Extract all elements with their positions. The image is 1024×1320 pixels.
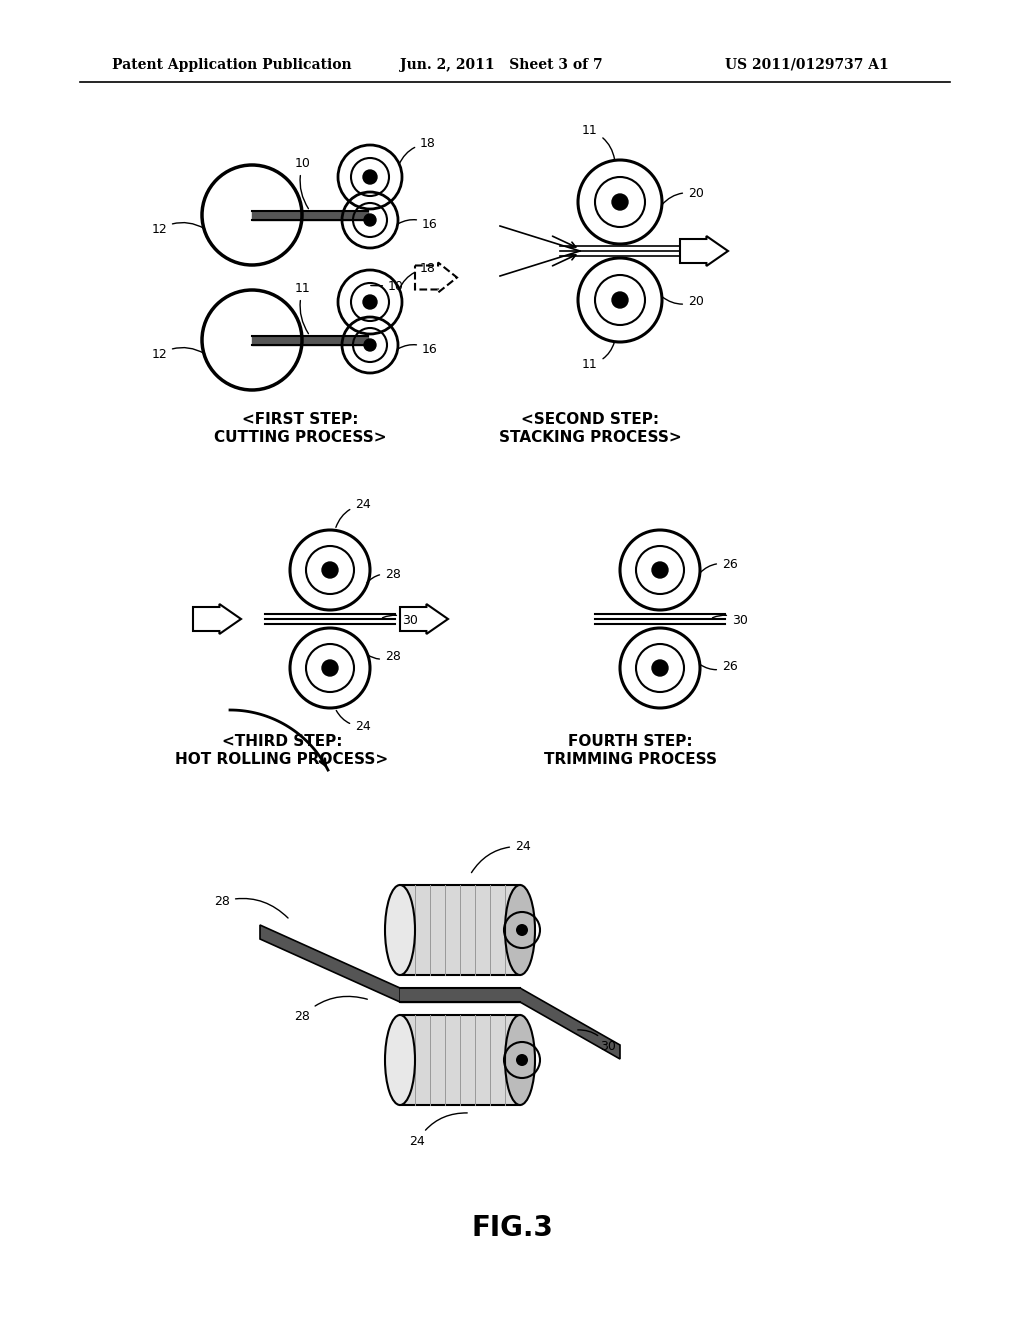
Text: 16: 16 <box>398 218 437 231</box>
Ellipse shape <box>505 884 535 975</box>
Text: 10: 10 <box>295 157 311 209</box>
Text: 26: 26 <box>699 558 737 573</box>
Text: 24: 24 <box>471 840 530 873</box>
Circle shape <box>612 292 628 308</box>
Polygon shape <box>193 605 241 634</box>
Text: Patent Application Publication: Patent Application Publication <box>112 58 351 73</box>
Text: 28: 28 <box>368 649 400 663</box>
Text: 10: 10 <box>371 280 403 293</box>
Text: Jun. 2, 2011   Sheet 3 of 7: Jun. 2, 2011 Sheet 3 of 7 <box>400 58 603 73</box>
Text: 30: 30 <box>578 1030 615 1053</box>
Circle shape <box>362 294 377 309</box>
Text: HOT ROLLING PROCESS>: HOT ROLLING PROCESS> <box>175 752 388 767</box>
Text: 24: 24 <box>410 1113 467 1148</box>
Polygon shape <box>400 605 449 634</box>
Text: 12: 12 <box>152 223 205 236</box>
Text: 28: 28 <box>214 895 288 917</box>
Text: TRIMMING PROCESS: TRIMMING PROCESS <box>544 752 717 767</box>
Text: <THIRD STEP:: <THIRD STEP: <box>222 734 342 748</box>
Polygon shape <box>260 925 400 1002</box>
Text: STACKING PROCESS>: STACKING PROCESS> <box>499 430 681 445</box>
Circle shape <box>322 660 338 676</box>
Text: FIG.3: FIG.3 <box>471 1214 553 1242</box>
Polygon shape <box>680 236 728 267</box>
Text: CUTTING PROCESS>: CUTTING PROCESS> <box>214 430 386 445</box>
Text: FOURTH STEP:: FOURTH STEP: <box>567 734 692 748</box>
Polygon shape <box>520 987 620 1059</box>
Polygon shape <box>400 1015 520 1105</box>
Text: 11: 11 <box>582 124 614 160</box>
Ellipse shape <box>505 1015 535 1105</box>
Polygon shape <box>400 884 520 975</box>
Text: <FIRST STEP:: <FIRST STEP: <box>242 412 358 426</box>
Circle shape <box>364 339 376 351</box>
Ellipse shape <box>385 884 415 975</box>
Text: 18: 18 <box>399 261 436 289</box>
Text: 24: 24 <box>336 498 371 528</box>
Circle shape <box>322 562 338 578</box>
Circle shape <box>652 562 668 578</box>
Text: 16: 16 <box>398 343 437 356</box>
Text: 11: 11 <box>295 282 311 334</box>
Circle shape <box>516 924 528 936</box>
Text: 30: 30 <box>713 614 748 627</box>
Circle shape <box>652 660 668 676</box>
Circle shape <box>364 214 376 226</box>
Text: 18: 18 <box>399 137 436 165</box>
Text: 20: 20 <box>663 294 703 308</box>
Text: 26: 26 <box>700 660 737 673</box>
Text: US 2011/0129737 A1: US 2011/0129737 A1 <box>725 58 889 73</box>
Text: 30: 30 <box>383 614 418 627</box>
Text: 20: 20 <box>662 187 703 205</box>
Text: 28: 28 <box>367 568 400 583</box>
Ellipse shape <box>385 1015 415 1105</box>
Text: 24: 24 <box>336 710 371 733</box>
Text: <SECOND STEP:: <SECOND STEP: <box>521 412 659 426</box>
Text: 28: 28 <box>294 997 368 1023</box>
Circle shape <box>516 1053 528 1067</box>
Text: 11: 11 <box>582 343 614 371</box>
Circle shape <box>362 170 377 183</box>
Circle shape <box>612 194 628 210</box>
Text: 12: 12 <box>152 347 205 360</box>
